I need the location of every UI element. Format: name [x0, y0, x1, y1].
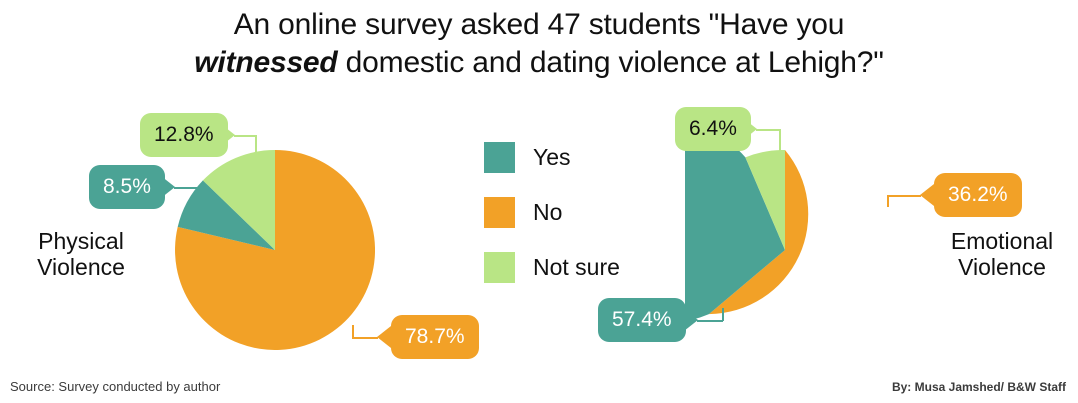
left-slice-not-sure[interactable] [202, 150, 275, 250]
right-slice-not-sure[interactable] [745, 150, 785, 250]
right-slice-yes[interactable] [685, 150, 785, 322]
page-title: An online survey asked 47 students "Have… [0, 6, 1078, 82]
left-callout-yes-box: 8.5% [89, 165, 165, 209]
credit-note: By: Musa Jamshed/ B&W Staff [891, 380, 1066, 394]
left-callout-yes-leader-v [203, 187, 205, 197]
title-line-2-rest: domestic and dating violence at Lehigh?" [337, 46, 884, 79]
legend: Yes No Not sure [484, 130, 620, 295]
right-callout-yes-leader-v [722, 308, 724, 321]
right-callout-no-leader [887, 195, 921, 197]
legend-swatch-no [484, 197, 515, 228]
left-callout-yes-tail [161, 176, 175, 198]
left-callout-yes: 8.5% [89, 165, 205, 209]
left-callout-no: 78.7% [352, 315, 479, 359]
right-pie-svg [685, 150, 809, 322]
right-chart-label: Emotional Violence [930, 228, 1074, 280]
left-callout-not-sure-leader-v [255, 135, 257, 157]
right-callout-yes-leader [697, 320, 723, 322]
left-chart-label-line-1: Physical [38, 228, 124, 254]
right-slice-no[interactable] [708, 150, 809, 315]
left-chart-label: Physical Violence [16, 228, 146, 280]
left-pie-chart [175, 150, 375, 350]
left-callout-not-sure-leader [234, 135, 256, 137]
right-callout-yes: 57.4% [598, 298, 724, 342]
left-callout-not-sure-box: 12.8% [140, 113, 228, 157]
legend-label-not-sure: Not sure [533, 254, 620, 280]
left-callout-no-leader-v [352, 325, 354, 338]
legend-label-no: No [533, 199, 563, 225]
left-callout-yes-leader [174, 187, 204, 189]
left-pie-svg [175, 150, 375, 350]
legend-item-no[interactable]: No [484, 185, 620, 240]
left-callout-no-box: 78.7% [391, 315, 479, 359]
legend-swatch-yes [484, 142, 515, 173]
right-callout-no-box: 36.2% [934, 173, 1022, 217]
left-callout-not-sure: 12.8% [140, 113, 257, 157]
right-callout-yes-tail [684, 309, 698, 331]
right-callout-no: 36.2% [887, 173, 1022, 217]
right-callout-no-leader-v [887, 195, 889, 207]
legend-item-not-sure[interactable]: Not sure [484, 240, 620, 295]
left-callout-no-leader [352, 337, 378, 339]
title-line-1: An online survey asked 47 students "Have… [233, 8, 845, 41]
right-pie-chart [685, 150, 885, 350]
right-chart-label-line-2: Violence [958, 254, 1046, 280]
left-slice-yes[interactable] [177, 180, 275, 250]
right-callout-not-sure-box: 6.4% [675, 107, 751, 151]
right-chart-label-line-1: Emotional [950, 228, 1054, 254]
title-emphasis: witnessed [194, 46, 338, 79]
left-chart-label-line-2: Violence [37, 254, 125, 280]
title-line-2: witnessed domestic and dating violence a… [0, 44, 1078, 82]
right-callout-not-sure-leader-v [779, 129, 781, 151]
legend-item-yes[interactable]: Yes [484, 130, 620, 185]
legend-label-yes: Yes [533, 144, 571, 170]
left-callout-no-tail [377, 326, 391, 348]
left-slice-no[interactable] [175, 150, 375, 350]
right-callout-not-sure-tail [743, 118, 757, 140]
left-callout-not-sure-tail [221, 124, 235, 146]
right-callout-not-sure: 6.4% [675, 107, 781, 151]
right-callout-yes-box: 57.4% [598, 298, 686, 342]
right-callout-no-tail [920, 184, 934, 206]
legend-swatch-not-sure [484, 252, 515, 283]
source-note: Source: Survey conducted by author [10, 379, 221, 394]
right-callout-not-sure-leader [756, 129, 780, 131]
